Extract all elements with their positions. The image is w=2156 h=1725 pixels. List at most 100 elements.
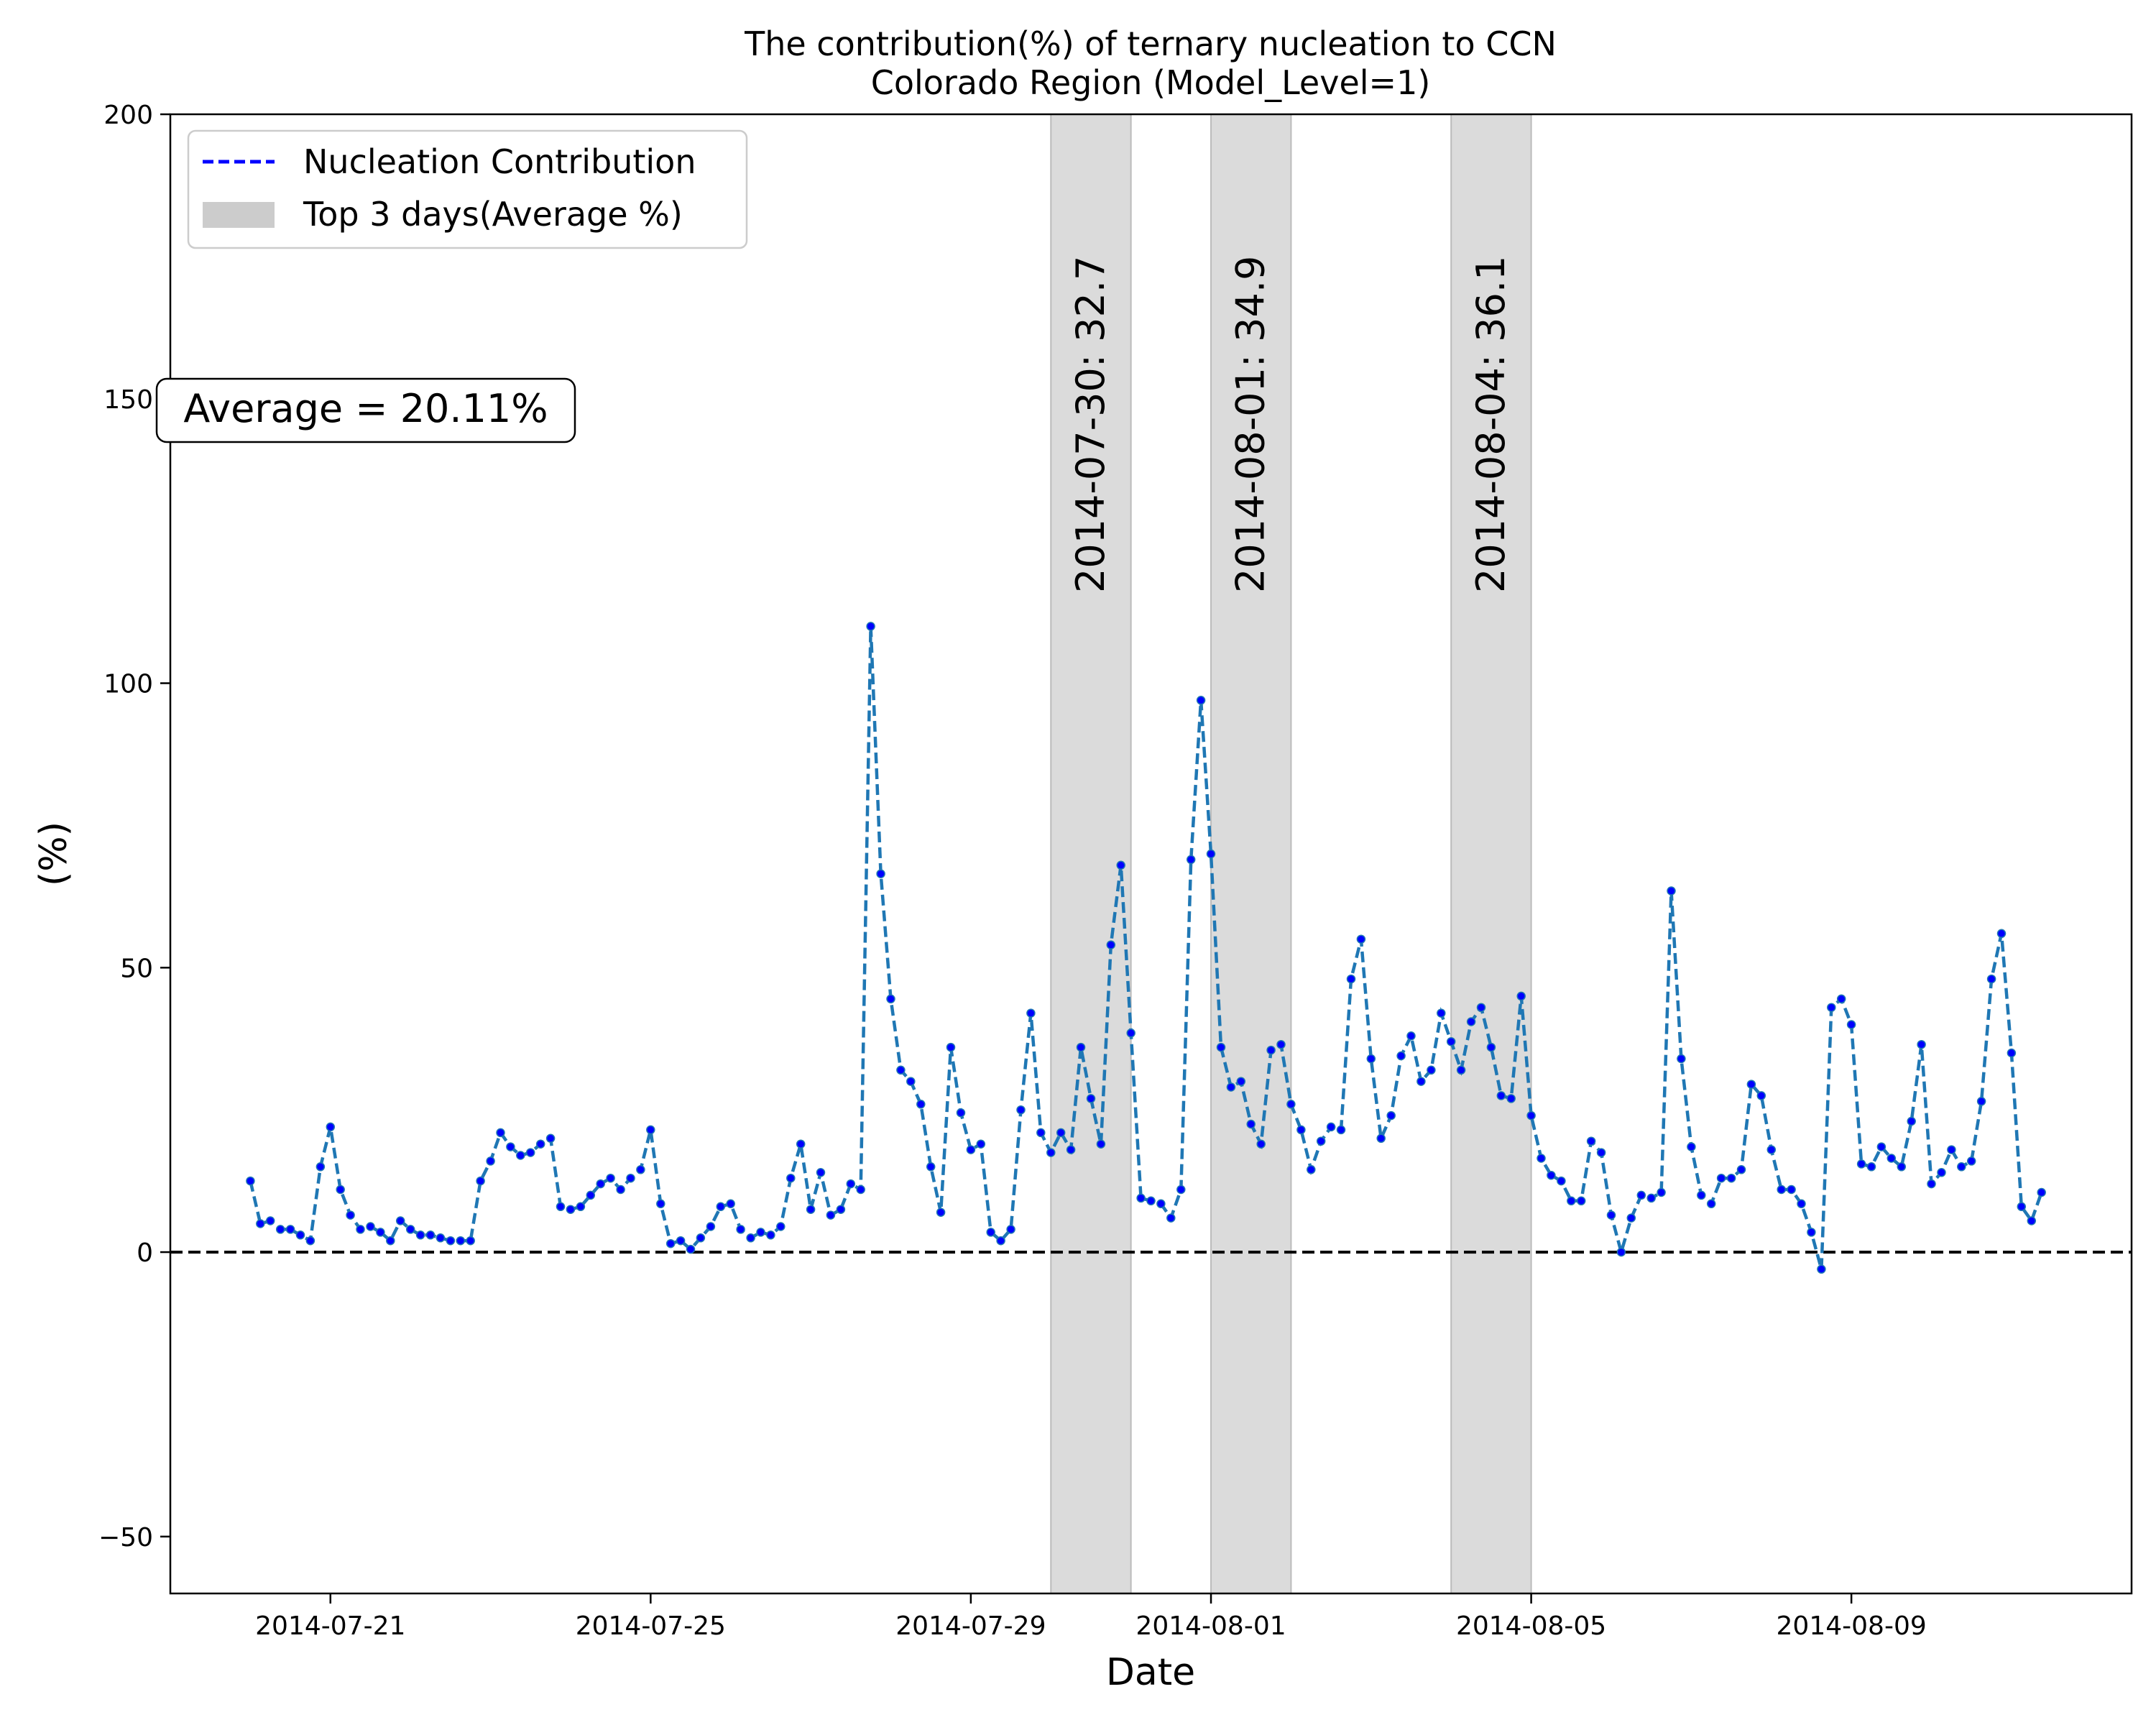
data-point bbox=[476, 1176, 485, 1186]
data-point bbox=[646, 1125, 655, 1135]
data-point bbox=[1986, 974, 1996, 984]
data-point bbox=[1216, 1042, 1226, 1052]
data-point bbox=[886, 994, 895, 1004]
data-point bbox=[786, 1173, 796, 1183]
data-point bbox=[1856, 1159, 1866, 1169]
average-text: Average = 20.11% bbox=[183, 386, 548, 431]
data-point bbox=[1927, 1179, 1936, 1189]
data-point bbox=[1756, 1091, 1766, 1100]
data-point bbox=[2017, 1202, 2027, 1212]
legend-box bbox=[187, 129, 748, 249]
data-point bbox=[1726, 1173, 1736, 1183]
data-point bbox=[275, 1225, 285, 1234]
data-point bbox=[376, 1228, 385, 1237]
legend: Nucleation Contribution Top 3 days(Avera… bbox=[187, 129, 748, 249]
data-point bbox=[525, 1148, 535, 1157]
data-point bbox=[1616, 1247, 1626, 1257]
data-point bbox=[1526, 1110, 1536, 1121]
y-axis-ticks: −50 0 50 100 150 200 bbox=[98, 101, 170, 1552]
data-point bbox=[1006, 1225, 1015, 1234]
data-point bbox=[2037, 1187, 2046, 1197]
data-point bbox=[1156, 1199, 1166, 1209]
data-point bbox=[1787, 1184, 1796, 1195]
data-point bbox=[1506, 1094, 1516, 1103]
data-point bbox=[1706, 1199, 1716, 1209]
data-point bbox=[1646, 1193, 1656, 1203]
data-point bbox=[1406, 1031, 1416, 1041]
data-point bbox=[265, 1216, 275, 1225]
data-point bbox=[986, 1228, 995, 1237]
data-point bbox=[1496, 1091, 1506, 1100]
data-point bbox=[1957, 1162, 1966, 1172]
data-point bbox=[1547, 1170, 1556, 1180]
plot-frame bbox=[169, 113, 2133, 1595]
data-point bbox=[346, 1210, 355, 1220]
data-point bbox=[2027, 1216, 2037, 1225]
y-tick-label: −50 bbox=[98, 1523, 153, 1552]
y-axis-label: (%) bbox=[32, 822, 75, 886]
data-point bbox=[1736, 1165, 1746, 1174]
data-point bbox=[665, 1238, 676, 1248]
data-point bbox=[1866, 1162, 1876, 1172]
data-point bbox=[766, 1230, 775, 1240]
data-point bbox=[1056, 1128, 1066, 1138]
data-point bbox=[776, 1222, 786, 1231]
data-point bbox=[696, 1233, 706, 1243]
data-point bbox=[956, 1108, 966, 1118]
data-point bbox=[896, 1065, 906, 1075]
series-line bbox=[249, 626, 2043, 1270]
data-point bbox=[1516, 991, 1526, 1001]
data-point bbox=[1836, 994, 1846, 1004]
data-point bbox=[1557, 1176, 1566, 1186]
data-point bbox=[726, 1199, 735, 1209]
data-point bbox=[1356, 934, 1366, 944]
data-point bbox=[456, 1236, 466, 1246]
data-point bbox=[1076, 1042, 1086, 1052]
data-point bbox=[415, 1230, 425, 1240]
data-point bbox=[616, 1184, 625, 1195]
data-point bbox=[545, 1133, 556, 1144]
data-point bbox=[846, 1179, 856, 1189]
data-point bbox=[1246, 1119, 1256, 1129]
highlight-spans bbox=[1050, 114, 1532, 1594]
data-point bbox=[1427, 1065, 1436, 1075]
data-point bbox=[1346, 974, 1356, 984]
data-point bbox=[506, 1142, 515, 1151]
data-point bbox=[1116, 860, 1125, 870]
data-point bbox=[996, 1236, 1005, 1246]
data-point bbox=[1886, 1154, 1897, 1163]
highlight-label-2: 2014-08-01: 34.9 bbox=[1228, 256, 1273, 593]
average-annotation: Average = 20.11% bbox=[155, 377, 576, 443]
data-point bbox=[326, 1122, 336, 1132]
data-point bbox=[1196, 696, 1206, 705]
data-point bbox=[1266, 1045, 1276, 1055]
data-point bbox=[1966, 1156, 1976, 1166]
data-point bbox=[285, 1225, 295, 1234]
data-point bbox=[656, 1199, 665, 1209]
data-point bbox=[405, 1225, 415, 1234]
data-point bbox=[876, 869, 885, 878]
data-point bbox=[1697, 1190, 1706, 1200]
data-point bbox=[606, 1173, 615, 1183]
data-point bbox=[305, 1236, 315, 1246]
data-point bbox=[516, 1151, 525, 1160]
average-box bbox=[155, 377, 576, 443]
data-point bbox=[1766, 1145, 1777, 1154]
data-point bbox=[1777, 1184, 1786, 1195]
x-tick-label: 2014-07-25 bbox=[576, 1611, 726, 1641]
data-point bbox=[1937, 1168, 1946, 1177]
data-point bbox=[1996, 929, 2007, 939]
data-point bbox=[1176, 1184, 1186, 1195]
data-point bbox=[926, 1162, 936, 1172]
data-point bbox=[1126, 1029, 1135, 1038]
data-point bbox=[1667, 886, 1676, 896]
data-point bbox=[1596, 1148, 1606, 1157]
data-point bbox=[1486, 1042, 1496, 1052]
legend-span-label: Top 3 days(Average %) bbox=[303, 195, 683, 234]
data-point bbox=[596, 1179, 605, 1189]
data-point bbox=[1576, 1196, 1586, 1206]
data-point bbox=[295, 1230, 305, 1240]
data-point bbox=[1687, 1142, 1696, 1151]
data-point bbox=[1386, 1110, 1396, 1121]
